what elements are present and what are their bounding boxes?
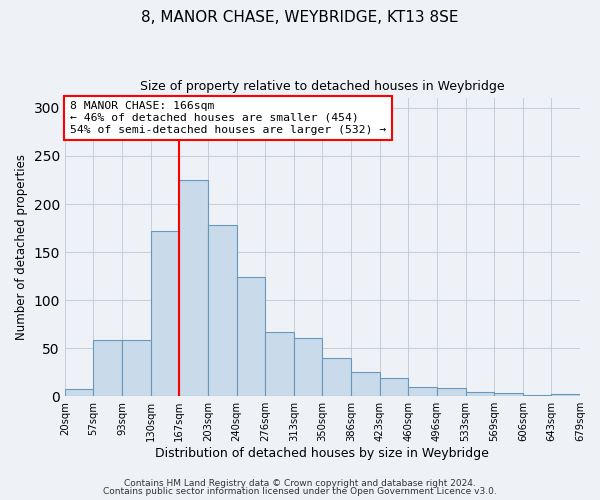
Bar bbox=[236, 277, 265, 396]
Bar bbox=[208, 225, 236, 396]
Bar bbox=[523, 395, 551, 396]
Bar bbox=[551, 394, 580, 396]
Bar bbox=[294, 338, 322, 396]
Text: Contains public sector information licensed under the Open Government Licence v3: Contains public sector information licen… bbox=[103, 487, 497, 496]
Bar bbox=[408, 386, 437, 396]
Bar bbox=[122, 340, 151, 396]
Y-axis label: Number of detached properties: Number of detached properties bbox=[15, 154, 28, 340]
Title: Size of property relative to detached houses in Weybridge: Size of property relative to detached ho… bbox=[140, 80, 505, 93]
Bar bbox=[380, 378, 408, 396]
Bar bbox=[466, 392, 494, 396]
Text: 8 MANOR CHASE: 166sqm
← 46% of detached houses are smaller (454)
54% of semi-det: 8 MANOR CHASE: 166sqm ← 46% of detached … bbox=[70, 102, 386, 134]
Bar bbox=[179, 180, 208, 396]
X-axis label: Distribution of detached houses by size in Weybridge: Distribution of detached houses by size … bbox=[155, 447, 490, 460]
Bar bbox=[351, 372, 380, 396]
Bar bbox=[265, 332, 294, 396]
Text: 8, MANOR CHASE, WEYBRIDGE, KT13 8SE: 8, MANOR CHASE, WEYBRIDGE, KT13 8SE bbox=[141, 10, 459, 25]
Bar bbox=[94, 340, 122, 396]
Bar bbox=[494, 394, 523, 396]
Bar bbox=[322, 358, 351, 396]
Bar bbox=[151, 231, 179, 396]
Text: Contains HM Land Registry data © Crown copyright and database right 2024.: Contains HM Land Registry data © Crown c… bbox=[124, 478, 476, 488]
Bar bbox=[437, 388, 466, 396]
Bar bbox=[65, 390, 94, 396]
